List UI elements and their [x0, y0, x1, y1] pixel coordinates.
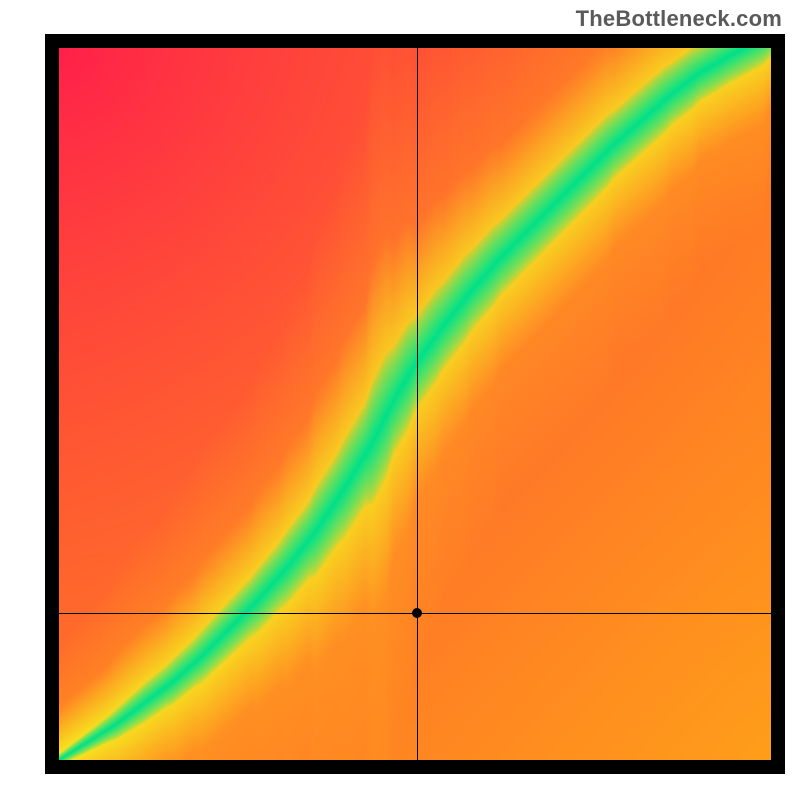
crosshair-vertical — [417, 48, 418, 760]
watermark-text: TheBottleneck.com — [576, 6, 782, 32]
chart-container: TheBottleneck.com — [0, 0, 800, 800]
marker-point — [412, 608, 422, 618]
heatmap-canvas — [59, 48, 771, 760]
